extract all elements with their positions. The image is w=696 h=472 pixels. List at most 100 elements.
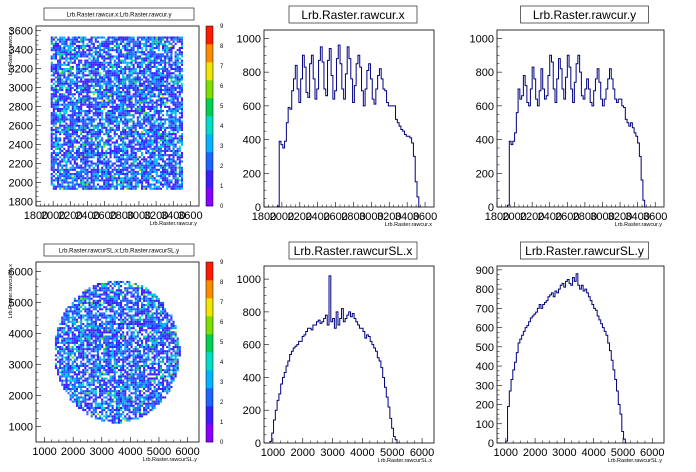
palette-tick-label: 4 [220,124,224,130]
x-tick-label: 2200 [288,211,312,223]
palette-segment [206,134,213,153]
y-tick-label: 3000 [9,83,33,95]
plot-frame [496,265,665,444]
x-tick-label: 2600 [323,211,347,223]
x-tick-label: 2800 [110,210,134,222]
palette-tick-label: 3 [220,380,224,386]
x-tick-label: 6000 [640,447,664,459]
x-tick-label: 2800 [573,211,597,223]
x-tick-label: 3200 [144,210,168,222]
y-tick-label: 800 [243,67,261,79]
palette-segment [206,62,213,81]
y-tick-label: 2400 [9,139,33,151]
palette-frame [205,261,214,443]
palette-segment [206,280,213,299]
y-tick-label: 2200 [9,158,33,170]
palette-tick-label: 3 [220,144,224,150]
x-axis-label: Lrb.Raster.rawcur.x [385,222,433,228]
plot-svg-p4: Lrb.Raster.rawcurSL.x:Lrb.Raster.rawcurS… [8,243,224,463]
palette-segment [206,352,213,371]
palette-tick-label: 7 [220,64,224,70]
plot-title: Lrb.Raster.rawcurSL.x:Lrb.Raster.rawcurS… [59,249,179,255]
title-box [520,5,649,24]
histogram-line [505,273,628,444]
pad-p5: Lrb.Raster.rawcurSL.x 1000 2000 3000 4000 500… [232,238,462,470]
title-box [43,7,195,21]
palette-tick-label: 8 [220,44,224,50]
y-tick-label: 600 [243,101,261,113]
title-box [288,241,418,260]
pad-p4: Lrb.Raster.rawcurSL.x:Lrb.Raster.rawcurS… [2,238,228,470]
histogram-line [269,275,399,444]
x-tick-label: 3600 [178,210,202,222]
y-tick-label: 3600 [9,26,33,38]
x-tick-label: 3000 [552,447,576,459]
palette-segment [206,44,213,63]
y-tick-label: 3000 [9,359,33,371]
y-tick-label: 3200 [9,64,33,76]
y-tick-label: 5000 [9,297,33,309]
palette-tick-label: 0 [220,440,224,446]
color-palette [205,25,214,207]
plot-svg-p3: Lrb.Raster.rawcur.y180020002200240026002… [470,5,667,228]
y-tick-label: 0 [488,202,494,214]
y-tick-label: 2800 [9,102,33,114]
palette-tick-label: 6 [220,84,224,90]
x-tick-label: 3400 [161,210,185,222]
y-tick-label: 600 [476,323,494,335]
palette-tick-label: 6 [220,320,224,326]
y-tick-label: 800 [243,307,261,319]
palette-tick-label: 8 [220,280,224,286]
plot-title: Lrb.Raster.rawcur.x [301,8,404,22]
x-tick-label: 1000 [494,447,518,459]
y-tick-label: 2000 [9,390,33,402]
x-tick-label: 1800 [24,210,48,222]
y-tick-label: 4000 [9,328,33,340]
pad-p3: Lrb.Raster.rawcur.y 1800 2000 2200 2400 2600 2… [466,2,694,231]
plot-frame [35,261,200,443]
x-tick-label: 3600 [643,211,667,223]
x-tick-label: 4000 [350,447,374,459]
plot-title: Lrb.Raster.rawcurSL.x [294,244,413,258]
x-tick-label: 3400 [625,211,649,223]
palette-segment [206,152,213,171]
y-tick-label: 0 [255,202,261,214]
palette-segment [206,98,213,117]
palette-tick-label: 7 [220,300,224,306]
palette-segment [206,406,213,425]
x-tick-label: 5000 [611,447,635,459]
y-tick-label: 6000 [9,266,33,278]
palette-tick-label: 4 [220,360,224,366]
x-tick-label: 2400 [305,211,329,223]
x-tick-label: 5000 [147,446,171,458]
palette-tick-label: 5 [220,340,224,346]
x-tick-label: 2400 [75,210,99,222]
histogram-line [507,54,647,208]
x-tick-label: 2200 [58,210,82,222]
y-tick-label: 1000 [237,33,261,45]
x-tick-label: 2400 [537,211,561,223]
y-tick-label: 200 [243,405,261,417]
x-axis-label: Lrb.Raster.rawcur.y [615,222,663,228]
y-tick-label: 600 [476,101,494,113]
palette-segment [206,26,213,45]
palette-tick-label: 2 [220,400,224,406]
y-tick-label: 300 [476,380,494,392]
y-tick-label: 200 [243,168,261,180]
y-tick-label: 400 [476,135,494,147]
title-box [288,5,418,24]
pad-p1: Lrb.Raster.rawcur.x:Lrb.Raster.rawcur.y 0… [2,2,228,231]
x-tick-label: 5000 [380,447,404,459]
y-tick-label: 3400 [9,45,33,57]
x-tick-label: 2200 [520,211,544,223]
heatmap-cells [54,280,181,424]
x-axis-label: Lrb.Raster.rawcurSL.x [378,458,433,464]
x-axis-label: Lrb.Raster.rawcurSL.y [608,458,663,464]
x-tick-label: 3200 [608,211,632,223]
x-tick-label: 2000 [291,447,315,459]
x-tick-label: 3000 [359,211,383,223]
y-axis-label: Lrb.Raster.rawcurSL.x [8,264,14,319]
histogram-line [276,44,421,208]
